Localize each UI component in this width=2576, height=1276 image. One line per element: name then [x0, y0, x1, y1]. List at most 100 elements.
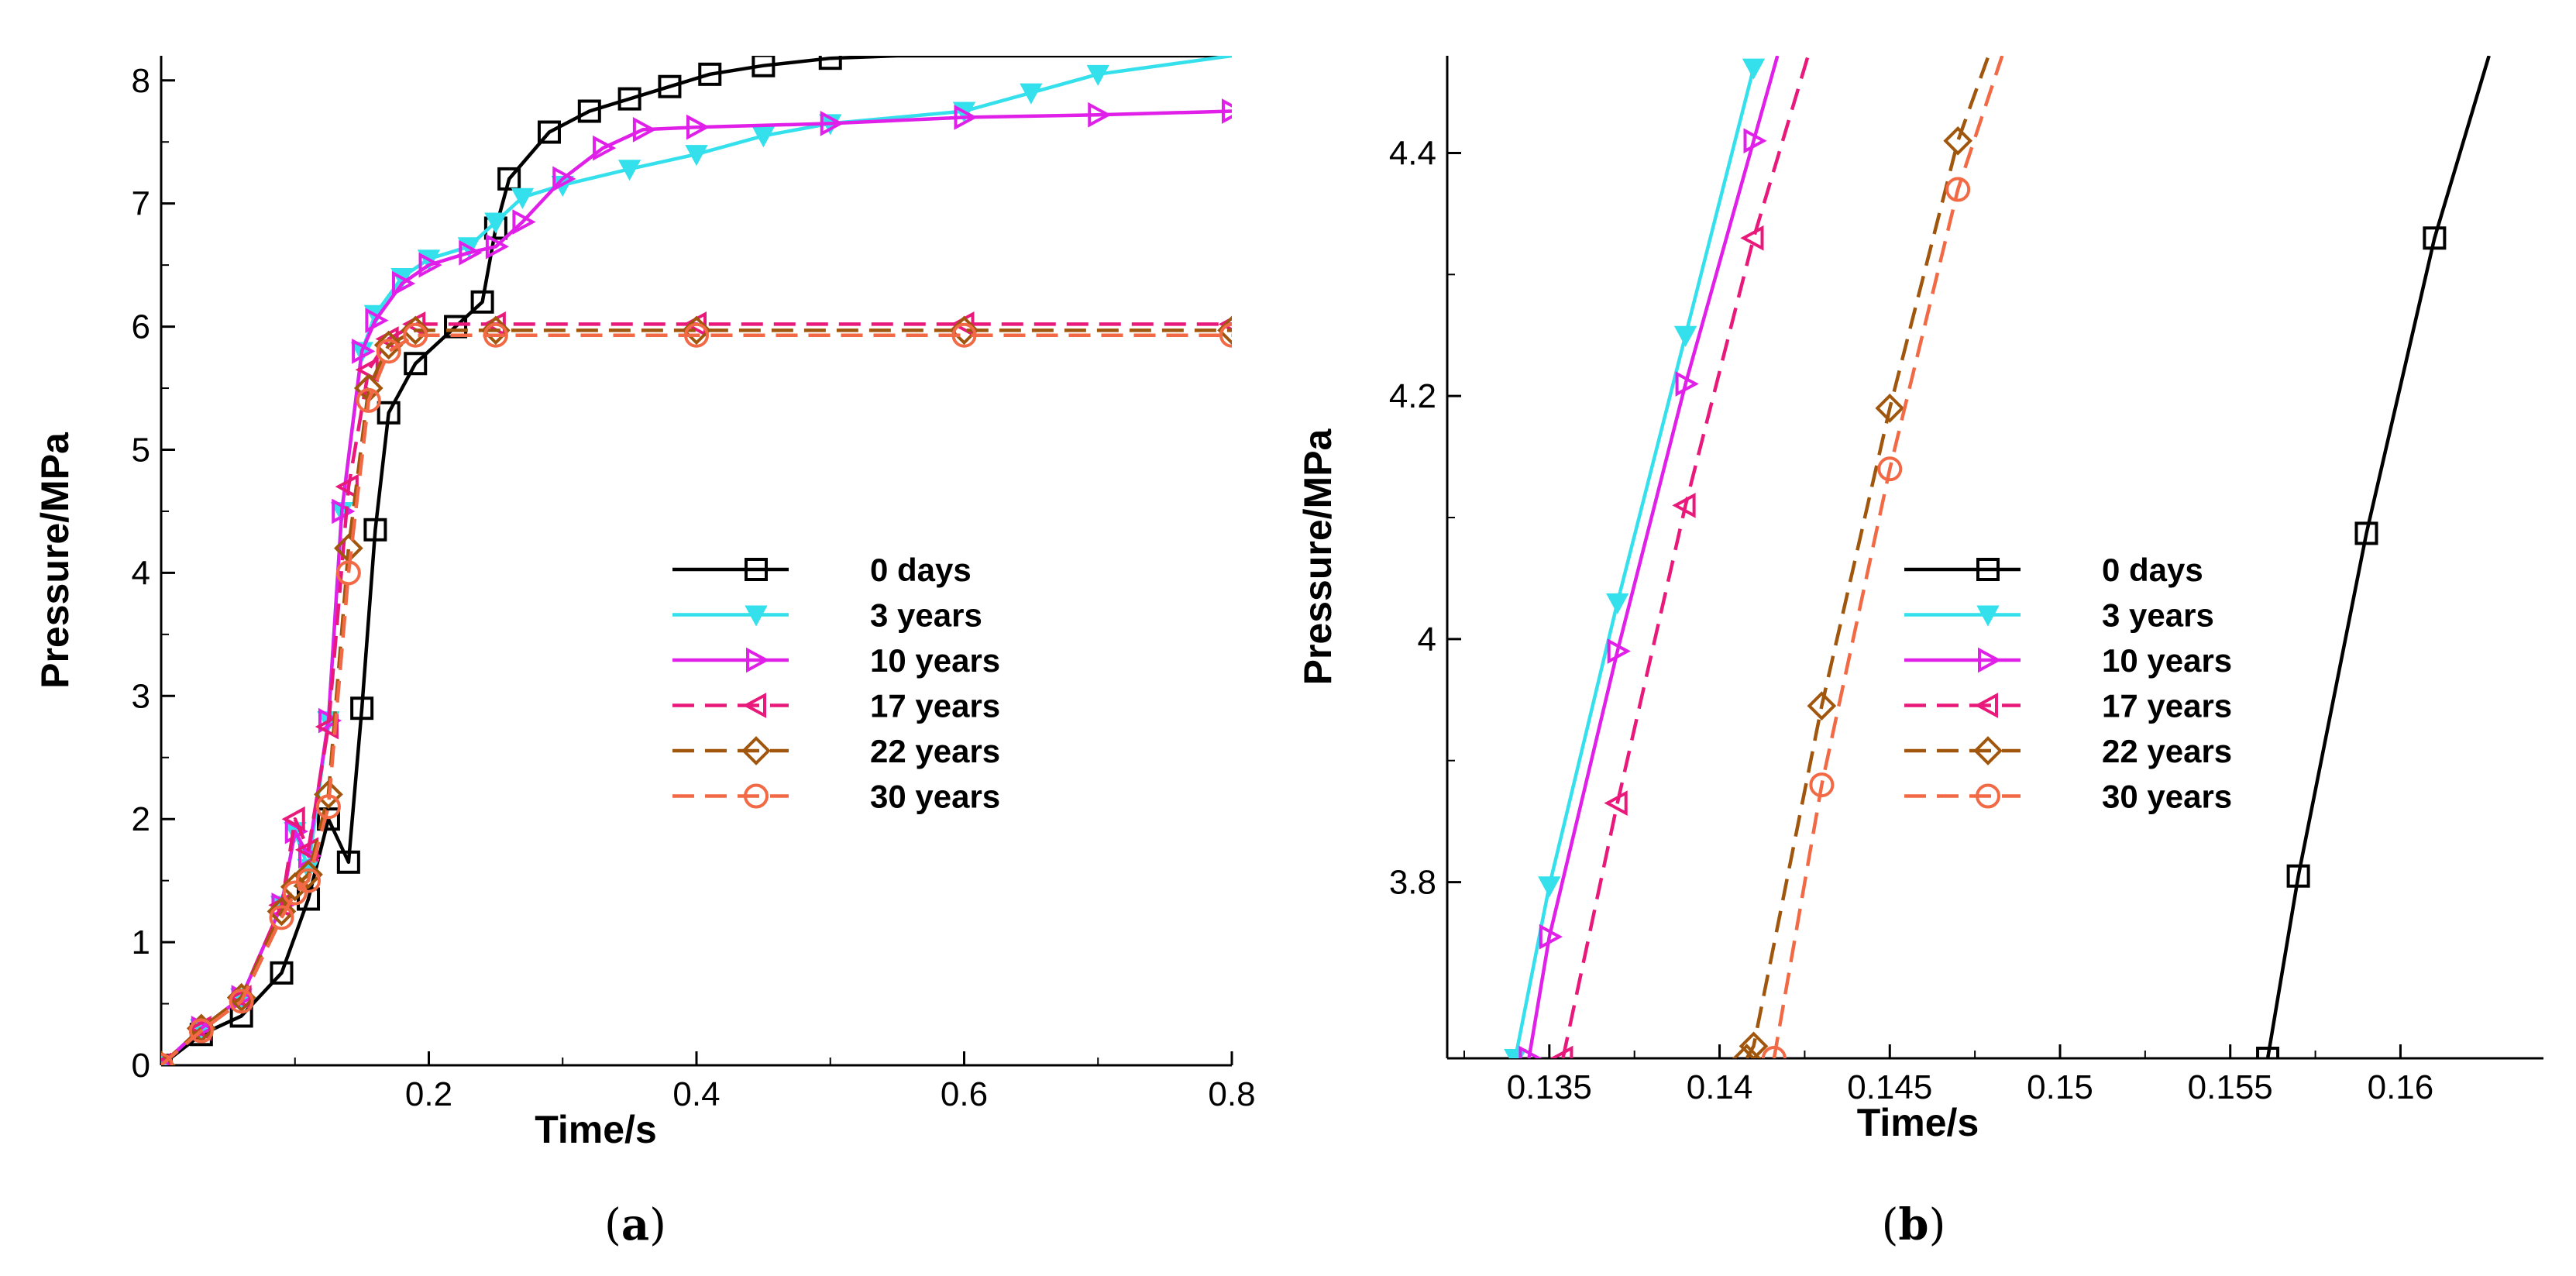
legend-item-3-years: 3 years	[672, 597, 982, 634]
data-point	[484, 212, 507, 234]
legend-label: 22 years	[2102, 733, 2232, 769]
legend-label: 3 years	[870, 597, 982, 634]
y-tick-label: 4.2	[1389, 377, 1436, 415]
data-point	[593, 135, 617, 161]
series-line-17-years	[1561, 56, 1810, 1058]
data-point	[188, 1018, 214, 1044]
caption-letter-a: a	[621, 1199, 649, 1250]
data-point	[335, 560, 361, 586]
legend-marker	[1974, 693, 1998, 718]
legend-marker	[1976, 605, 2000, 627]
data-point	[954, 105, 978, 130]
legend-item-17-years: 17 years	[672, 688, 1000, 724]
series-22-years	[161, 315, 1232, 1065]
series-17-years	[161, 311, 1232, 1065]
data-point	[470, 290, 494, 314]
data-point	[1219, 322, 1232, 348]
series-line-30-years	[161, 333, 1232, 1065]
data-point	[1538, 876, 1561, 898]
data-point	[281, 806, 305, 832]
legend-item-0-days: 0 days	[672, 552, 972, 588]
legend-item-10-years: 10 years	[672, 642, 1000, 679]
x-axis-label: Time/s	[535, 1108, 657, 1151]
data-point	[1539, 923, 1563, 950]
data-point	[459, 239, 483, 266]
data-point	[350, 696, 374, 721]
legend-label: 10 years	[2102, 642, 2232, 679]
data-point	[818, 56, 842, 71]
data-point	[1088, 101, 1112, 128]
legend-label: 3 years	[2102, 597, 2214, 634]
x-tick-label: 0.155	[2188, 1068, 2273, 1106]
legend-marker	[745, 558, 768, 581]
y-tick-label: 0	[132, 1047, 150, 1085]
data-point	[314, 779, 343, 810]
data-point	[617, 87, 641, 111]
legend-marker	[746, 647, 770, 673]
data-point	[1518, 1045, 1543, 1058]
data-point	[537, 120, 561, 144]
series-0-days	[161, 56, 1232, 1065]
data-point	[951, 322, 977, 348]
chart-panel-b: 0.135 0.14 0.145 0.15 0.155 0.16 3.8 4 4.2 4.4 Tim…	[1296, 56, 2543, 1144]
data-point	[751, 56, 776, 77]
x-tick-label: 0.14	[1687, 1068, 1753, 1106]
data-point	[820, 111, 844, 136]
series-30-years	[161, 322, 1232, 1065]
series-17-years	[1549, 56, 1810, 1058]
data-point	[1761, 1046, 1787, 1058]
data-point	[1086, 64, 1109, 86]
y-tick-label: 7	[132, 185, 150, 223]
data-point	[1943, 126, 1972, 156]
y-axis-label: Pressure/MPa	[1296, 428, 1340, 685]
data-point	[685, 145, 708, 167]
data-point	[511, 187, 535, 209]
y-tick-label: 3.8	[1389, 864, 1436, 902]
series-22-years	[1732, 56, 1990, 1058]
data-point	[512, 209, 536, 235]
legend-item-17-years: 17 years	[1904, 688, 2232, 724]
x-tick-label: 0.145	[1847, 1068, 1932, 1106]
y-tick-label: 4	[132, 554, 150, 592]
data-point	[751, 126, 776, 148]
data-point	[294, 859, 323, 889]
data-point	[552, 166, 576, 192]
x-tick-label: 0.135	[1507, 1068, 1592, 1106]
x-tick-label: 0.8	[1208, 1075, 1255, 1113]
data-point	[2286, 864, 2310, 888]
data-point	[2256, 1047, 2280, 1058]
legend-marker	[745, 605, 768, 627]
x-tick-label: 0.4	[672, 1075, 720, 1113]
data-point	[336, 850, 360, 874]
legend-marker	[1976, 558, 2000, 581]
legend: 0 days 3 years 10 years 17 years 22 years 30 …	[1904, 552, 2232, 815]
data-point	[1807, 691, 1837, 721]
data-point	[161, 1051, 176, 1065]
data-point	[403, 322, 428, 348]
data-point	[356, 387, 381, 413]
legend-item-22-years: 22 years	[1904, 733, 2232, 769]
data-point	[658, 74, 682, 98]
caption-letter-b: b	[1898, 1199, 1928, 1250]
y-tick-label: 2	[132, 800, 150, 838]
legend-marker	[744, 783, 769, 809]
series-line-0-days	[2265, 56, 2491, 1058]
legend-item-30-years: 30 years	[672, 779, 1000, 815]
legend-item-10-years: 10 years	[1904, 642, 2232, 679]
chart-panel-a: 0.2 0.4 0.6 0.8 0 1 2 3 4 5 6 7 8 Time/s Pressure/MPa 0…	[33, 56, 1256, 1151]
legend-item-0-days: 0 days	[1904, 552, 2203, 588]
data-point	[1875, 394, 1905, 423]
y-tick-label: 4	[1418, 621, 1436, 659]
data-point	[483, 322, 508, 348]
data-point	[1549, 1045, 1573, 1058]
data-point	[1604, 790, 1628, 816]
data-point	[365, 308, 389, 333]
data-point	[1675, 371, 1699, 397]
legend-item-3-years: 3 years	[1904, 597, 2214, 634]
y-tick-label: 4.4	[1389, 134, 1436, 172]
data-point	[1732, 1044, 1762, 1058]
data-point	[1743, 128, 1767, 154]
legend-marker	[742, 693, 766, 718]
legend-marker	[1976, 783, 2000, 809]
